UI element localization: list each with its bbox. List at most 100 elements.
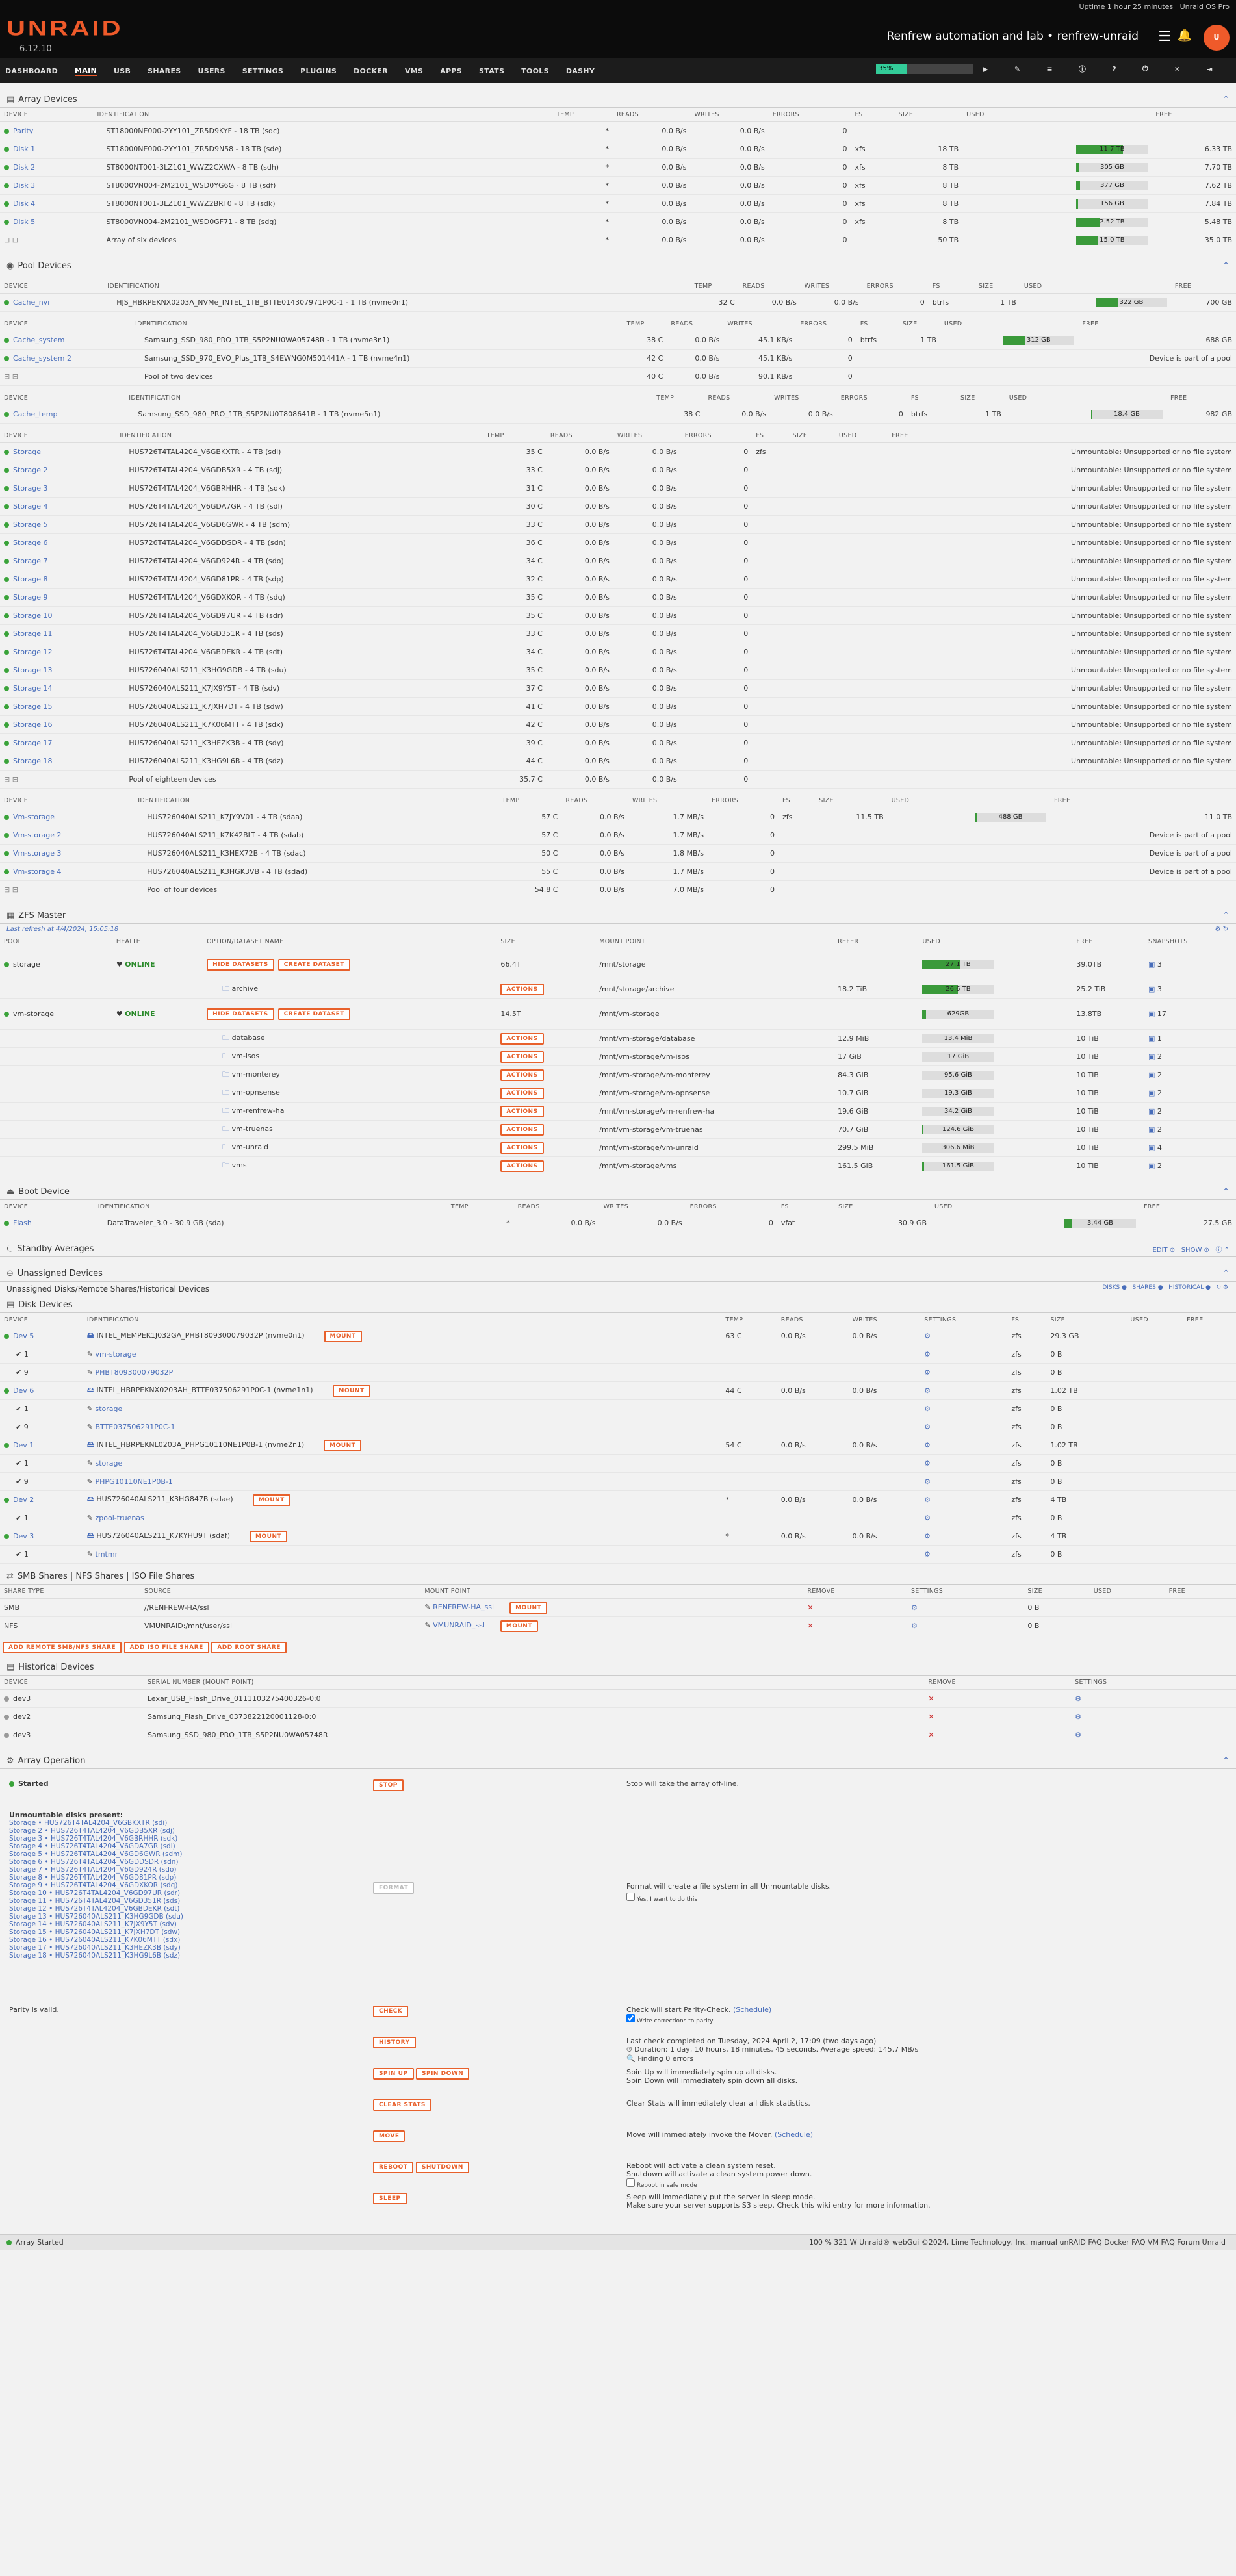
snapshot-icon[interactable]: ▣	[1148, 985, 1157, 993]
edit-icon[interactable]: ✎	[86, 1423, 96, 1431]
unmountable-item[interactable]: Storage 2 • HUS726T4TAL4204_V6GDB5XR (sd…	[9, 1827, 175, 1835]
ud-device-link[interactable]: Dev 3	[13, 1532, 34, 1540]
settings-icon[interactable]: ⚙	[1071, 1689, 1236, 1708]
settings-icon[interactable]: ⚙	[1071, 1707, 1236, 1726]
mount-button[interactable]: MOUNT	[332, 1385, 370, 1397]
remove-icon[interactable]: ✕	[803, 1598, 907, 1617]
device-link[interactable]: Storage 15	[13, 702, 53, 711]
remove-icon[interactable]: ✕	[924, 1689, 1072, 1708]
safe-mode-checkbox[interactable]	[626, 2178, 635, 2187]
snapshot-icon[interactable]: ▣	[1148, 1034, 1157, 1043]
edit-icon[interactable]: ✎	[86, 1405, 96, 1413]
settings-icon[interactable]: ⚙	[920, 1399, 1008, 1418]
nav-tab-dashboard[interactable]: DASHBOARD	[5, 66, 58, 75]
check-button[interactable]: CHECK	[373, 2006, 409, 2017]
settings-icon[interactable]: ⚙	[920, 1345, 1008, 1364]
nav-tab-docker[interactable]: DOCKER	[354, 66, 388, 75]
device-link[interactable]: Cache_system	[13, 336, 65, 344]
nav-tab-shares[interactable]: SHARES	[148, 66, 181, 75]
snapshot-icon[interactable]: ▣	[1148, 1162, 1157, 1170]
collapse-icon[interactable]: ⌃	[1222, 1269, 1230, 1279]
device-link[interactable]: Storage 4	[13, 502, 48, 511]
settings-icon[interactable]: ⚙	[920, 1381, 1008, 1400]
sleep-button[interactable]: SLEEP	[373, 2193, 407, 2204]
unmountable-item[interactable]: Storage 14 • HUS726040ALS211_K7JX9Y5T (s…	[9, 1920, 177, 1928]
device-link[interactable]: Storage 2	[13, 466, 48, 474]
part-link[interactable]: zpool-truenas	[95, 1514, 144, 1522]
nav-tab-users[interactable]: USERS	[198, 66, 225, 75]
edit-icon[interactable]: ✎	[86, 1477, 96, 1486]
nav-tab-apps[interactable]: APPS	[440, 66, 463, 75]
menu-icon[interactable]: ☰	[1158, 29, 1171, 45]
device-link[interactable]: Storage 6	[13, 539, 48, 547]
device-link[interactable]: Storage 5	[13, 520, 48, 529]
move-button[interactable]: MOVE	[373, 2130, 406, 2142]
toggle-icons[interactable]: ⊟ ⊟	[4, 372, 18, 381]
device-link[interactable]: Disk 5	[13, 218, 36, 226]
hide-datasets-button[interactable]: HIDE DATASETS	[207, 958, 274, 971]
device-link[interactable]: Vm-storage 4	[13, 867, 62, 876]
ud-device-link[interactable]: Dev 1	[13, 1441, 34, 1449]
mount-button[interactable]: MOUNT	[324, 1440, 362, 1451]
settings-icon[interactable]: ⚙	[907, 1616, 1024, 1635]
feedback-icon[interactable]: ✎	[1014, 64, 1021, 73]
settings-icon[interactable]: ⚙	[920, 1454, 1008, 1473]
device-link[interactable]: Storage 12	[13, 648, 53, 656]
actions-button[interactable]: ACTIONS	[500, 1160, 544, 1172]
settings-icon[interactable]: ⚙	[920, 1327, 1008, 1345]
spin-up-button[interactable]: SPIN UP	[373, 2068, 414, 2080]
share-mp-link[interactable]: RENFREW-HA_ssl	[433, 1602, 495, 1611]
unmountable-item[interactable]: Storage 7 • HUS726T4TAL4204_V6GD924R (sd…	[9, 1866, 177, 1874]
part-link[interactable]: vm-storage	[95, 1350, 136, 1358]
device-link[interactable]: Vm-storage 2	[13, 831, 62, 839]
close-icon[interactable]: ✕	[1174, 64, 1181, 73]
snapshot-icon[interactable]: ▣	[1148, 1052, 1157, 1061]
add-remote-share-button[interactable]: ADD REMOTE SMB/NFS SHARE	[3, 1642, 122, 1653]
unmountable-item[interactable]: Storage • HUS726T4TAL4204_V6GBKXTR (sdi)	[9, 1819, 168, 1827]
actions-button[interactable]: ACTIONS	[500, 1051, 544, 1063]
actions-button[interactable]: ACTIONS	[500, 1032, 544, 1045]
unraid-logo[interactable]: UNRAID	[6, 17, 123, 40]
part-link[interactable]: PHBT809300079032P	[95, 1368, 174, 1377]
mount-button[interactable]: MOUNT	[324, 1331, 362, 1342]
snapshot-icon[interactable]: ▣	[1148, 1107, 1157, 1116]
zfs-refresh-icons[interactable]: ⚙ ↻	[1215, 926, 1228, 933]
logout-icon[interactable]: ⇥	[1206, 64, 1213, 73]
clear-stats-button[interactable]: CLEAR STATS	[373, 2099, 431, 2111]
help-icon[interactable]: ?	[1112, 64, 1116, 73]
collapse-icon[interactable]: ⌃	[1222, 261, 1230, 271]
part-link[interactable]: storage	[95, 1405, 123, 1413]
ud-toggles[interactable]: DISKS ● SHARES ● HISTORICAL ● ↻ ⚙	[1102, 1284, 1228, 1291]
unmountable-item[interactable]: Storage 18 • HUS726040ALS211_K3HG9L6B (s…	[9, 1952, 181, 1959]
device-link[interactable]: Storage 9	[13, 593, 48, 602]
device-link[interactable]: Disk 3	[13, 181, 36, 190]
snapshot-icon[interactable]: ▣	[1148, 960, 1157, 969]
settings-icon[interactable]: ⚙	[1071, 1726, 1236, 1744]
nav-tab-usb[interactable]: USB	[114, 66, 131, 75]
remove-icon[interactable]: ✕	[803, 1616, 907, 1635]
unmountable-item[interactable]: Storage 17 • HUS726040ALS211_K3HEZK3B (s…	[9, 1944, 181, 1952]
snapshot-icon[interactable]: ▣	[1148, 1071, 1157, 1079]
reboot-button[interactable]: REBOOT	[373, 2162, 414, 2173]
format-confirm-checkbox[interactable]	[626, 1893, 635, 1901]
device-link[interactable]: Storage 13	[13, 666, 53, 674]
settings-icon[interactable]: ⚙	[920, 1418, 1008, 1436]
ud-device-link[interactable]: Dev 5	[13, 1332, 34, 1340]
device-link[interactable]: Storage 8	[13, 575, 48, 583]
nav-tab-tools[interactable]: TOOLS	[521, 66, 549, 75]
bell-icon[interactable]: 🔔	[1177, 29, 1192, 42]
device-link[interactable]: Disk 2	[13, 163, 36, 172]
ud-device-link[interactable]: Dev 2	[13, 1496, 34, 1504]
unmountable-item[interactable]: Storage 15 • HUS726040ALS211_K7JXH7DT (s…	[9, 1928, 181, 1936]
stop-button[interactable]: STOP	[373, 1779, 404, 1791]
collapse-icon[interactable]: ⌃	[1222, 95, 1230, 105]
mount-button[interactable]: MOUNT	[250, 1531, 288, 1542]
device-link[interactable]: Cache_temp	[13, 410, 58, 418]
power-icon[interactable]: ⏻	[1142, 64, 1148, 73]
terminal-icon[interactable]: ▶	[983, 64, 988, 73]
nav-tab-settings[interactable]: SETTINGS	[242, 66, 284, 75]
nav-tab-plugins[interactable]: PLUGINS	[300, 66, 337, 75]
unmountable-item[interactable]: Storage 5 • HUS726T4TAL4204_V6GD6GWR (sd…	[9, 1850, 183, 1858]
actions-button[interactable]: ACTIONS	[500, 1105, 544, 1117]
nav-tab-vms[interactable]: VMS	[404, 66, 424, 75]
